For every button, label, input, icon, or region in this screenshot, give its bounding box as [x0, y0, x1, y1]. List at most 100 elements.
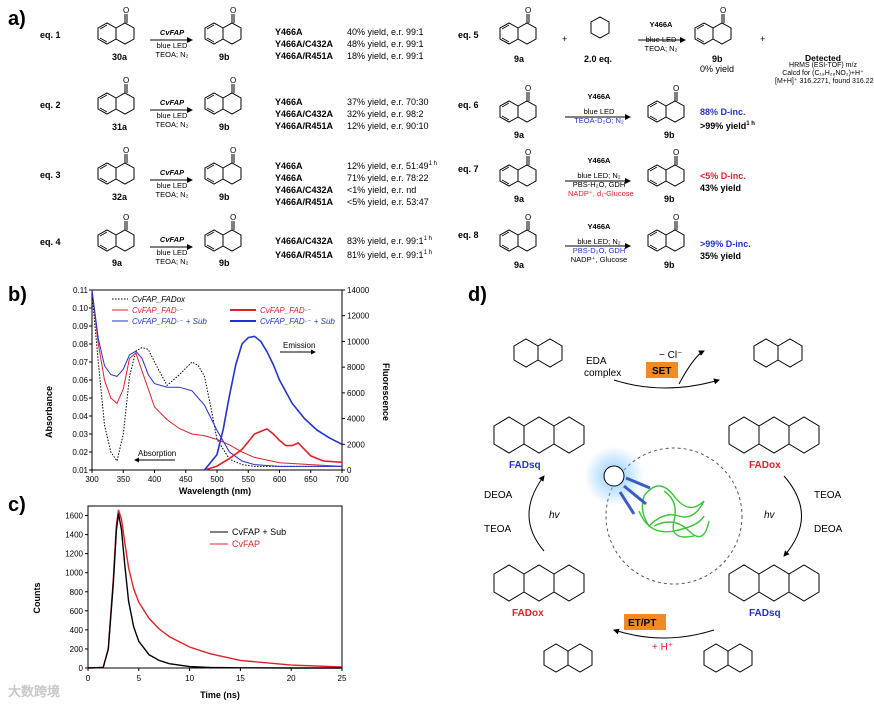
eq5-conditions: Y466A blue LED TEOA; N₂	[644, 20, 678, 53]
eq5-product	[694, 5, 732, 45]
eq4-results: Y466A/C432A 83% yield, e.r. 99:11 h Y466A…	[275, 236, 432, 260]
eq7-product	[647, 147, 685, 187]
chart-b-legend-4: CvFAP_FAD·⁻	[260, 306, 311, 315]
fad-sq-top-left	[493, 416, 585, 454]
fad-ox-bottom-left	[493, 564, 585, 602]
eq1-conditions: CvFAP blue LED TEOA; N₂	[155, 28, 189, 59]
chart-c-series-0	[87, 509, 343, 669]
chart-b-series-1	[91, 289, 343, 467]
eq8-prod-id: 9b	[664, 260, 675, 270]
hplus-label: + H⁺	[652, 642, 673, 653]
chart-b-ytick-label: 0.10	[72, 304, 88, 313]
chart-b-y2tick-label: 2000	[347, 440, 365, 449]
chart-b-xtick-label: 350	[117, 475, 131, 484]
chart-c-legend-2: CvFAP	[232, 539, 260, 549]
eq5-substrate	[499, 5, 537, 45]
eq6-sub-id: 9a	[514, 130, 525, 140]
chart-b-ytick-label: 0.06	[72, 376, 88, 385]
eq2-substrate	[97, 75, 135, 115]
chart-b-ytick-label: 0.02	[72, 448, 88, 457]
chart-c-decay: 0 5 10 15 20 2502004006008001000120014001600 …	[32, 505, 347, 700]
eq3-conditions: CvFAP blue LED TEOA; N₂	[155, 168, 189, 199]
chart-b-legend-3: CvFAP_FAD·⁻ + Sub	[132, 317, 207, 326]
eq3-results: Y466A 12% yield, e.r. 51:491 h Y466A 71% y…	[275, 161, 437, 207]
chart-b-xtick-label: 500	[210, 475, 224, 484]
eq5-plus-sign-2: +	[760, 34, 766, 44]
eq4-conditions: CvFAP blue LED TEOA; N₂	[155, 235, 189, 266]
chart-b-xtick-label: 300	[85, 475, 99, 484]
chart-c-xtick-label: 10	[185, 674, 194, 683]
eq4-product	[204, 212, 242, 252]
chart-b-spectra: 300 350 400 450 500 550 600 650 700 0.01 0.02 0.03 0…	[44, 286, 391, 496]
chart-c-xtick-label: 20	[287, 674, 296, 683]
fad-sq-label-1: FADsq	[509, 460, 541, 471]
panel-label-d: d)	[468, 284, 487, 306]
chart-b-ytick-label: 0.08	[72, 340, 88, 349]
chart-b-y2tick-label: 14000	[347, 286, 370, 295]
radical-top-right	[753, 338, 803, 368]
teoa-label-left: TEOA	[484, 524, 512, 535]
protein-icon	[638, 485, 710, 538]
eq8-results: >99% D-inc. 35% yield	[700, 239, 751, 261]
chart-b-y2tick-label: 12000	[347, 312, 370, 321]
eq6-prod-id: 9b	[664, 130, 675, 140]
chart-c-xtick-label: 0	[86, 674, 91, 683]
chart-b-ytick-label: 0.01	[72, 466, 88, 475]
substrate-top-left	[513, 338, 563, 368]
chart-c-ytick-label: 1400	[65, 531, 83, 540]
chart-b-series-0	[91, 293, 342, 467]
hv-label-right: hv	[764, 510, 776, 521]
chart-c-ylabel: Counts	[32, 583, 42, 614]
chart-b-legend-1: CvFAP_FADox	[132, 295, 186, 304]
eq1-prod-id: 9b	[219, 52, 230, 62]
eq8-conditions: Y466A blue LED; N₂ PBS-D₂O, GDH NADP⁺, Glu…	[570, 222, 628, 264]
eq3-sub-id: 32a	[112, 192, 128, 202]
chart-b-y2tick-label: 6000	[347, 389, 365, 398]
etpt-box	[624, 614, 666, 630]
chart-b-y2tick-label: 10000	[347, 337, 370, 346]
fad-ox-label-1: FADox	[749, 460, 781, 471]
product-bottom-left	[543, 643, 593, 673]
chart-b-xtick-label: 550	[242, 475, 256, 484]
enzyme-circle	[605, 447, 743, 585]
eq2-sub-id: 31a	[112, 122, 128, 132]
eq1-sub-id: 30a	[112, 52, 128, 62]
eq2-conditions: CvFAP blue LED TEOA; N₂	[155, 98, 189, 129]
eq8-label: eq. 8	[458, 230, 479, 240]
chart-b-xtick-label: 650	[304, 475, 318, 484]
eq4-label: eq. 4	[40, 237, 61, 247]
eq6-label: eq. 6	[458, 100, 479, 110]
eq2-label: eq. 2	[40, 100, 61, 110]
set-label: SET	[652, 366, 671, 377]
cl-label: − Cl⁻	[659, 350, 682, 361]
chart-c-ytick-label: 400	[70, 626, 84, 635]
scheme-d: FADsq EDA complex SET − Cl⁻ FADox hv TEO…	[484, 338, 843, 673]
eq1-label: eq. 1	[40, 30, 61, 40]
chart-b-y2tick-label: 8000	[347, 363, 365, 372]
chart-c-xtick-label: 15	[236, 674, 245, 683]
chart-b-annot-absorption: Absorption	[138, 449, 176, 458]
chart-c-xlabel: Time (ns)	[200, 690, 240, 700]
eq5-prod-yield: 0% yield	[700, 64, 735, 74]
eq5-detected: Detected HRMS (ESI-TOF) m/z Calcd for (C…	[775, 53, 874, 85]
chart-b-series-2	[91, 289, 342, 467]
chart-b-ytick-label: 0.11	[73, 286, 89, 295]
eda-label-1: EDA	[586, 356, 607, 367]
chart-c-ytick-label: 1600	[65, 512, 83, 521]
fad-ox-top-right	[728, 416, 820, 454]
eq2-prod-id: 9b	[219, 122, 230, 132]
eq7-sub-id: 9a	[514, 194, 525, 204]
eq1-product	[204, 5, 242, 45]
chart-c-legend-1: CvFAP + Sub	[232, 527, 286, 537]
eq3-prod-id: 9b	[219, 192, 230, 202]
chart-b-xtick-label: 400	[148, 475, 162, 484]
chart-c-ytick-label: 1000	[65, 569, 83, 578]
eq8-substrate	[499, 212, 537, 252]
eq5-plus-sign: +	[562, 34, 568, 44]
set-box	[646, 362, 678, 378]
eq5-sub-id: 9a	[514, 54, 525, 64]
fad-sq-label-2: FADsq	[749, 608, 781, 619]
chart-b-ytick-label: 0.09	[72, 322, 88, 331]
eq7-results: <5% D-inc. 43% yield	[700, 171, 746, 193]
deoa-label-left: DEOA	[484, 490, 513, 501]
